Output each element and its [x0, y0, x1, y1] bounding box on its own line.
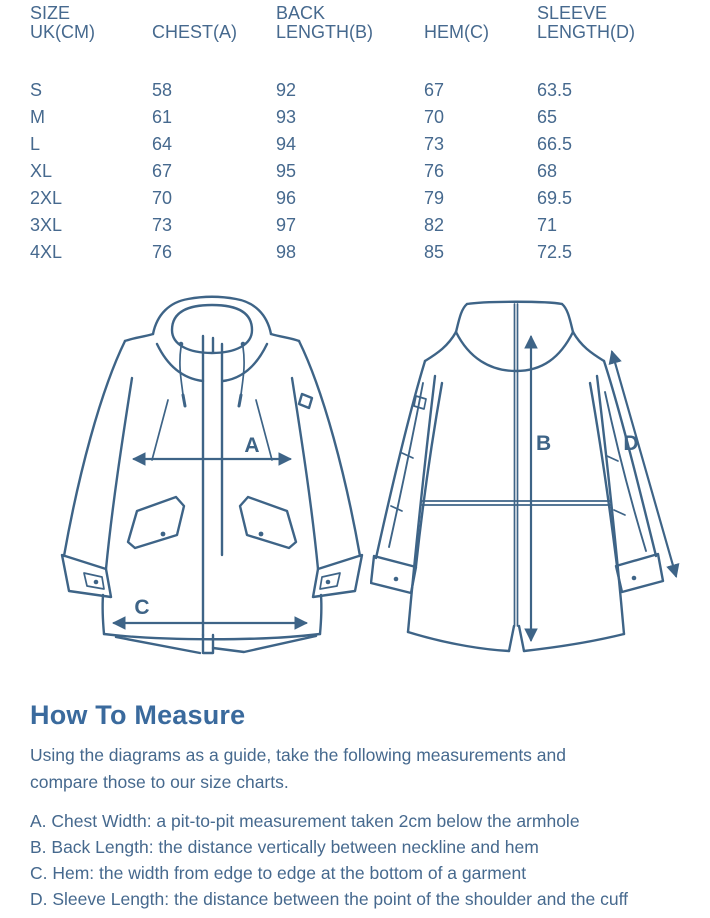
- back-length-label: B: [536, 432, 551, 455]
- how-to-measure-section: How To Measure Using the diagrams as a g…: [30, 700, 690, 912]
- front-placket: [201, 334, 224, 655]
- front-pockets: [126, 495, 298, 550]
- definition-chest: A. Chest Width: a pit-to-pit measurement…: [30, 811, 580, 831]
- jacket-back-diagram: B D: [370, 300, 680, 653]
- table-row: 2XL 70 96 79 69.5: [30, 188, 573, 208]
- front-drawstrings: [178, 341, 246, 408]
- table-row: XL 67 95 76 68: [30, 161, 558, 181]
- hem-measure-arrow: C: [111, 596, 309, 630]
- size-chart-body: S 58 92 67 63.5 M 61 93 70 65 L 64 94 73…: [30, 77, 690, 266]
- measurement-definitions: A. Chest Width: a pit-to-pit measurement…: [30, 808, 690, 912]
- definition-hem: C. Hem: the width from edge to edge at t…: [30, 863, 527, 883]
- table-row: M 61 93 70 65: [30, 107, 558, 127]
- sleeve-measure-arrow: D: [608, 350, 680, 578]
- header-chest: CHEST(A): [152, 22, 237, 42]
- back-length-measure-arrow: B: [524, 334, 551, 643]
- back-hood: [423, 300, 606, 373]
- table-row: L 64 94 73 66.5: [30, 134, 573, 154]
- back-body: [406, 374, 626, 653]
- header-back-length: BACK LENGTH(B): [276, 3, 374, 42]
- size-chart-table: SIZE UK(CM) CHEST(A) BACK LENGTH(B) HEM(…: [30, 4, 690, 266]
- chest-measure-arrow: A: [131, 434, 293, 466]
- front-cuffs: [60, 553, 364, 599]
- header-size-line2: UK(CM): [30, 22, 95, 42]
- chest-label: A: [244, 434, 259, 457]
- back-center-seam: [513, 303, 519, 627]
- sleeve-length-label: D: [623, 432, 638, 455]
- size-chart-header-row: SIZE UK(CM) CHEST(A) BACK LENGTH(B) HEM(…: [30, 4, 690, 42]
- jacket-front-diagram: A C: [60, 295, 364, 655]
- table-row: 4XL 76 98 85 72.5: [30, 242, 573, 262]
- definition-back-length: B. Back Length: the distance vertically …: [30, 837, 539, 857]
- definition-sleeve-length: D. Sleeve Length: the distance between t…: [30, 889, 629, 909]
- section-title: How To Measure: [30, 700, 246, 730]
- header-sleeve-length: SLEEVE LENGTH(D): [537, 3, 635, 42]
- header-size-line1: SIZE: [30, 3, 71, 23]
- hem-label: C: [134, 596, 149, 619]
- header-size: SIZE UK(CM): [30, 4, 152, 42]
- header-hem: HEM(C): [424, 22, 489, 42]
- front-body: [101, 399, 323, 655]
- table-row: S 58 92 67 63.5: [30, 80, 573, 100]
- front-sleeves: [62, 339, 362, 571]
- intro-text: Using the diagrams as a guide, take the …: [30, 745, 566, 792]
- table-row: 3XL 73 97 82 71: [30, 215, 558, 235]
- front-hood: [123, 295, 301, 383]
